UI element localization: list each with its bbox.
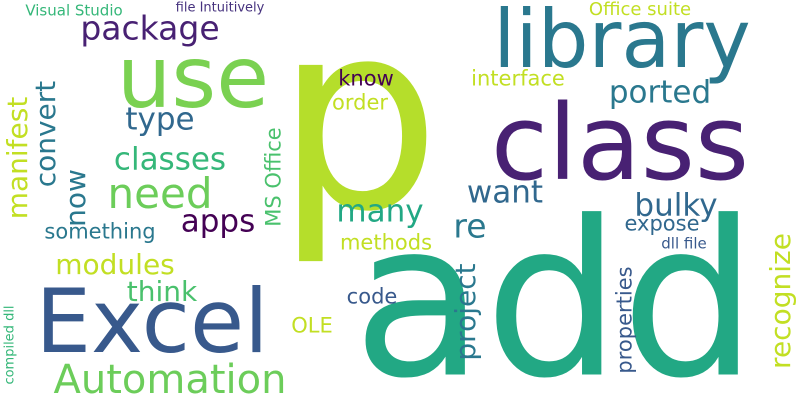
word-know: know (338, 66, 394, 91)
word-type: type (125, 101, 195, 138)
word-properties: properties (612, 266, 637, 374)
word-many: many (336, 193, 424, 230)
word-file-intuitively: file Intuitively (175, 0, 265, 16)
word-want: want (466, 174, 544, 211)
word-dll-file: dll file (661, 234, 707, 253)
word-p: p (275, 0, 441, 269)
word-excel: Excel (35, 270, 269, 373)
word-ms-office: MS Office (261, 127, 286, 227)
word-modules: modules (55, 248, 175, 281)
word-think: think (126, 275, 198, 308)
word-interface: interface (471, 66, 565, 91)
word-add: add (352, 174, 758, 400)
word-class: class (490, 82, 750, 204)
word-code: code (346, 284, 398, 309)
word-bulky: bulky (634, 187, 718, 224)
word-package: package (80, 8, 220, 48)
word-convert: convert (29, 80, 62, 188)
word-order: order (332, 90, 388, 115)
word-manifest: manifest (1, 96, 34, 220)
word-now: now (59, 169, 92, 227)
word-project: project (449, 263, 482, 361)
word-classes: classes (113, 141, 227, 178)
word-office-suite: Office suite (588, 0, 692, 20)
word-need: need (107, 169, 213, 218)
word-automation: Automation (53, 357, 287, 400)
word-methods: methods (339, 230, 433, 255)
word-visual-studio: Visual Studio (25, 1, 123, 20)
word-something: something (44, 219, 156, 244)
word-recognize: recognize (764, 233, 797, 369)
word-use: use (116, 28, 270, 128)
word-compiled-dll: compiled dll (2, 305, 18, 385)
word-apps: apps (180, 203, 256, 240)
word-re: re (453, 206, 487, 246)
word-expose: expose (624, 211, 700, 236)
word-ole: OLE (291, 313, 333, 338)
word-library: library (493, 0, 751, 86)
word-ported: ported (608, 74, 712, 111)
